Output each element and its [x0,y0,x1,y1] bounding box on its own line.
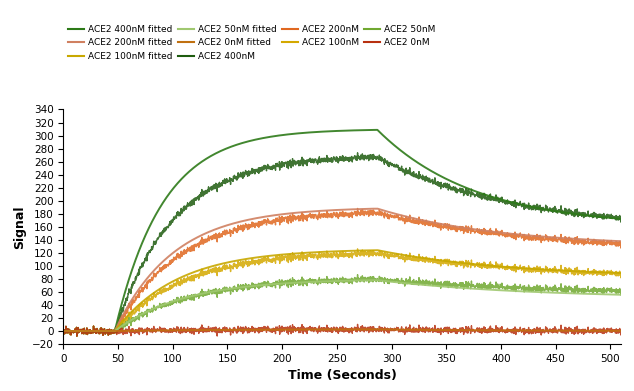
Legend: ACE2 400nM fitted, ACE2 200nM fitted, ACE2 100nM fitted, ACE2 50nM fitted, ACE2 : ACE2 400nM fitted, ACE2 200nM fitted, AC… [68,25,436,61]
X-axis label: Time (Seconds): Time (Seconds) [288,369,397,382]
Y-axis label: Signal: Signal [13,205,26,249]
